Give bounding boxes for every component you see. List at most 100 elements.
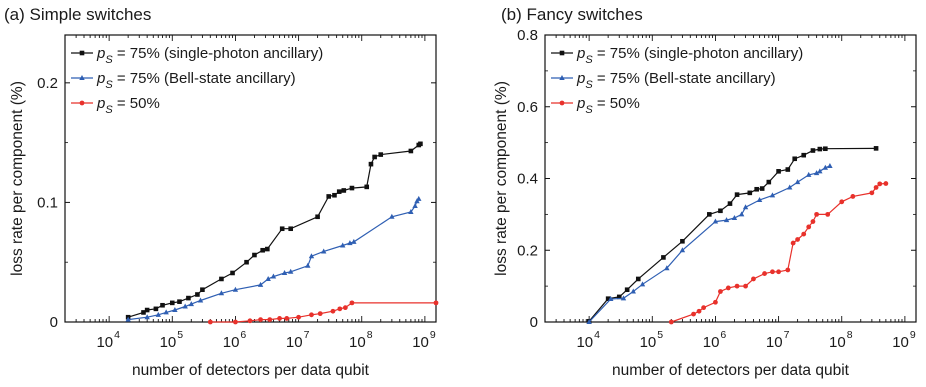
- data-point: [186, 295, 191, 301]
- data-point: [839, 199, 845, 205]
- data-point: [810, 219, 816, 224]
- data-point: [762, 271, 767, 276]
- data-point: [144, 307, 150, 313]
- data-point: [270, 273, 277, 279]
- series-square: [586, 146, 879, 324]
- data-point: [252, 252, 257, 258]
- data-point: [337, 306, 343, 312]
- legend-subscript: S: [585, 104, 593, 116]
- legend-subscript: S: [585, 79, 593, 91]
- data-point: [785, 267, 791, 273]
- legend-subscript: S: [105, 79, 113, 91]
- data-point: [408, 208, 414, 214]
- series-triangle: [125, 195, 422, 322]
- data-point: [277, 316, 282, 321]
- x-tick-label: 10: [829, 334, 846, 351]
- data-point: [389, 213, 395, 219]
- data-point: [296, 314, 301, 320]
- data-point: [233, 319, 238, 325]
- data-point: [586, 319, 592, 324]
- x-tick-exponent: 7: [304, 329, 310, 341]
- data-point: [795, 237, 800, 242]
- data-point: [718, 208, 723, 214]
- series-triangle: [586, 162, 833, 324]
- x-tick-label: 10: [576, 334, 593, 351]
- y-tick-label: 0: [530, 314, 538, 331]
- x-tick-exponent: 9: [430, 329, 436, 341]
- data-point: [315, 214, 320, 220]
- data-point: [177, 299, 182, 304]
- data-point: [258, 317, 263, 323]
- data-point: [691, 311, 696, 317]
- data-point: [718, 289, 723, 294]
- data-point: [801, 231, 807, 237]
- data-point: [624, 287, 630, 293]
- series-line: [588, 147, 877, 322]
- legend-p-symbol: p: [96, 70, 105, 87]
- data-point: [349, 185, 355, 191]
- y-tick-label: 0.4: [517, 171, 538, 188]
- data-point: [200, 287, 205, 293]
- data-point: [305, 262, 311, 268]
- data-point: [372, 154, 377, 160]
- data-point: [813, 170, 820, 176]
- series-line: [127, 143, 421, 318]
- data-point: [342, 305, 348, 311]
- data-point: [664, 265, 670, 271]
- legend-marker: [79, 100, 85, 106]
- data-point: [257, 281, 264, 287]
- x-tick-exponent: 8: [367, 329, 373, 341]
- data-point: [616, 294, 622, 300]
- data-point: [825, 211, 831, 217]
- data-point: [340, 242, 346, 248]
- data-point: [160, 302, 165, 308]
- data-point: [182, 303, 188, 309]
- data-point: [163, 309, 169, 315]
- legend-subscript: S: [585, 54, 593, 66]
- data-point: [326, 194, 332, 199]
- legend-entry-text: pS = 75% (Bell-state ancillary): [576, 70, 776, 91]
- data-point: [751, 276, 756, 282]
- legend-marker: [559, 100, 565, 106]
- data-point: [827, 162, 833, 168]
- x-tick-label: 10: [892, 334, 909, 351]
- data-point: [144, 314, 150, 320]
- series-line: [210, 302, 436, 323]
- data-point: [787, 184, 793, 190]
- data-point: [776, 169, 781, 174]
- legend: pS = 75% (single-photon ancillary)pS = 7…: [551, 45, 803, 116]
- series-circle: [207, 300, 439, 325]
- data-point: [620, 295, 627, 301]
- legend-entry-text: pS = 50%: [576, 95, 640, 116]
- x-tick-exponent: 6: [720, 329, 726, 341]
- data-point: [723, 217, 730, 223]
- data-point: [287, 268, 294, 274]
- x-axis-label: number of detectors per data qubit: [132, 362, 370, 379]
- legend-label: = 50%: [593, 95, 640, 112]
- data-point: [823, 146, 828, 152]
- data-point: [850, 194, 856, 199]
- data-point: [321, 248, 327, 254]
- legend-p-symbol: p: [96, 95, 105, 112]
- data-point: [792, 156, 798, 162]
- data-point: [412, 203, 418, 209]
- data-point: [378, 152, 384, 157]
- data-point: [630, 288, 636, 294]
- data-point: [265, 275, 271, 281]
- data-point: [877, 181, 883, 187]
- legend-subscript: S: [105, 54, 113, 66]
- data-point: [279, 226, 285, 232]
- data-point: [743, 283, 748, 289]
- legend-entry-text: pS = 75% (single-photon ancillary): [96, 45, 323, 66]
- data-point: [712, 218, 719, 224]
- legend-p-symbol: p: [96, 45, 105, 62]
- data-point: [734, 192, 740, 197]
- x-tick-label: 10: [640, 334, 657, 351]
- data-point: [349, 300, 355, 306]
- series-line: [128, 198, 420, 321]
- data-point: [707, 212, 712, 217]
- data-point: [416, 195, 422, 201]
- data-point: [785, 167, 791, 172]
- data-point: [125, 316, 131, 322]
